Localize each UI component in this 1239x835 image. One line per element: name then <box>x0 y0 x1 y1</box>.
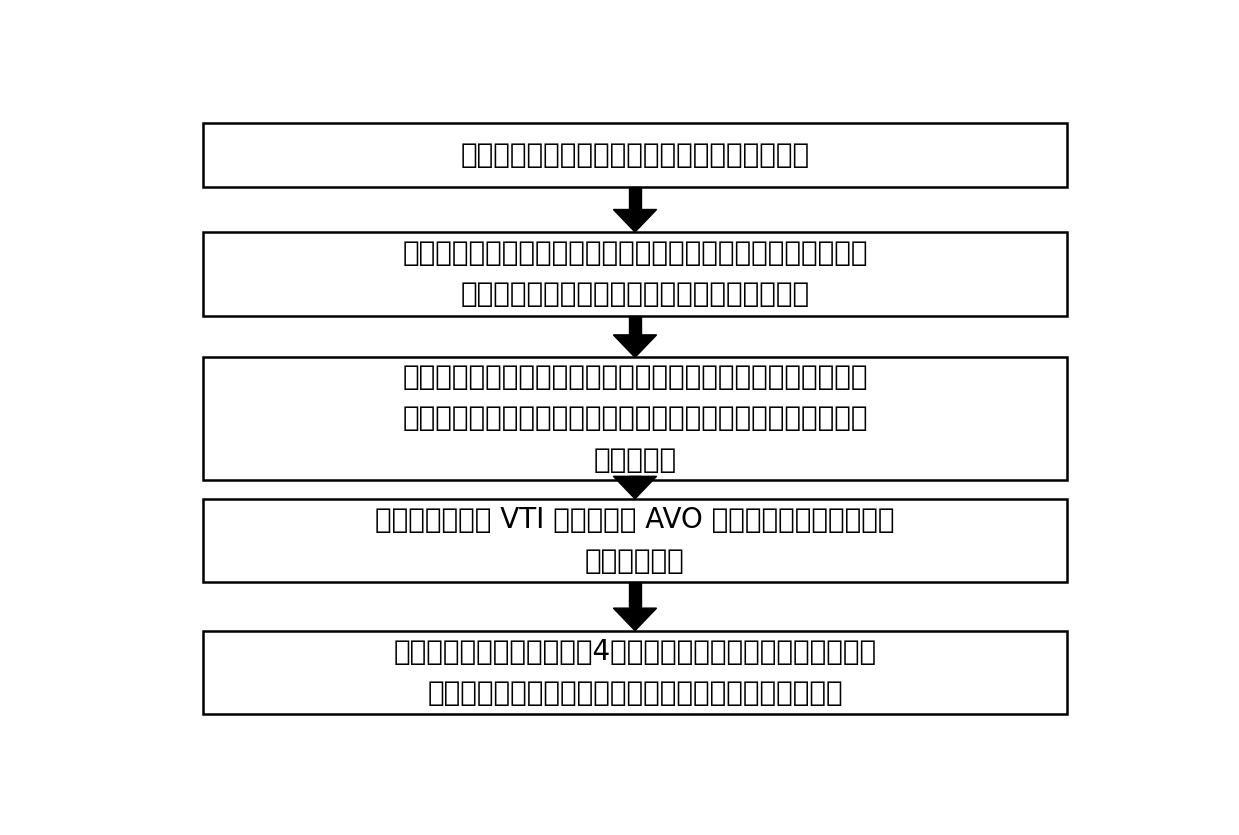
Bar <box>629 316 641 335</box>
Polygon shape <box>613 476 657 498</box>
Bar <box>203 630 1067 714</box>
Bar <box>629 476 641 479</box>
Text: 基于所述岩石物理模型，根据测井曲线进行岩石物理反演，获得
水平层理缝密度的数值以及各向异性参数的数值: 基于所述岩石物理模型，根据测井曲线进行岩石物理反演，获得 水平层理缝密度的数值以… <box>403 239 867 308</box>
Text: 利用所述预测模型将步骤（4）中估算的各向异性参数的数值转换
为水平层理缝密度的数值，得到水平层理缝地震预测结果: 利用所述预测模型将步骤（4）中估算的各向异性参数的数值转换 为水平层理缝密度的数… <box>394 638 876 707</box>
Text: 构建页岩水平层理缝密度各向异性岩石物理模型: 构建页岩水平层理缝密度各向异性岩石物理模型 <box>461 141 809 169</box>
Bar <box>629 187 641 210</box>
Polygon shape <box>613 608 657 630</box>
Bar <box>203 123 1067 187</box>
Text: 利用反演的页岩 VTI 介质底界面 AVO 属性估算上覆页岩各向异
性参数的数值: 利用反演的页岩 VTI 介质底界面 AVO 属性估算上覆页岩各向异 性参数的数值 <box>375 506 895 575</box>
Bar <box>203 232 1067 316</box>
Polygon shape <box>613 210 657 232</box>
Bar <box>203 357 1067 479</box>
Text: 对所述水平层理缝密度与所述各向异性参数进行统计交会分析，
获得所述水平层理缝密度与所述各向异性参数之间的关系，以建
立预测模型: 对所述水平层理缝密度与所述各向异性参数进行统计交会分析， 获得所述水平层理缝密度… <box>403 363 867 473</box>
Bar <box>629 583 641 608</box>
Polygon shape <box>613 335 657 357</box>
Bar <box>203 498 1067 583</box>
